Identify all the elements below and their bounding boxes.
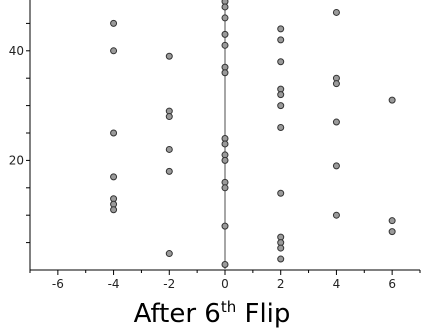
data-point [277, 102, 285, 110]
data-point [332, 162, 340, 170]
data-point [277, 124, 285, 132]
y-tick-label: 20 [9, 153, 24, 167]
data-point [332, 211, 340, 219]
chart-title-superscript: th [221, 298, 236, 316]
chart-title: After 6th Flip [134, 298, 291, 329]
data-point [332, 118, 340, 126]
chart-title-main: After 6 [134, 299, 221, 329]
data-point [277, 25, 285, 33]
x-tick-label: 4 [333, 277, 341, 291]
data-point [221, 41, 229, 49]
data-point [221, 222, 229, 230]
data-point [388, 96, 396, 104]
data-point [110, 173, 118, 181]
data-point [277, 91, 285, 99]
x-tick-label: -2 [163, 277, 175, 291]
data-point [221, 3, 229, 11]
data-point [221, 261, 229, 269]
data-point [221, 156, 229, 164]
x-tick-label: 0 [221, 277, 229, 291]
data-point [221, 69, 229, 77]
x-ticks: -6 -4 -2 0 2 4 6 [29, 270, 421, 291]
x-tick-label: -4 [108, 277, 120, 291]
x-tick-label: 6 [388, 277, 396, 291]
data-point [332, 8, 340, 16]
x-tick-label: -6 [52, 277, 64, 291]
data-point [221, 184, 229, 192]
data-point [388, 217, 396, 225]
data-points [110, 0, 396, 269]
data-point [165, 145, 173, 153]
data-point [277, 255, 285, 263]
data-point [110, 129, 118, 137]
y-tick-label: 40 [9, 44, 24, 58]
data-point [277, 58, 285, 66]
data-point [277, 189, 285, 197]
data-point [165, 113, 173, 121]
data-point [221, 140, 229, 148]
data-point [221, 14, 229, 22]
data-point [165, 52, 173, 60]
data-point [221, 30, 229, 38]
data-point [277, 36, 285, 44]
chart-title-suffix: Flip [236, 299, 290, 329]
data-point [388, 228, 396, 236]
data-point [110, 47, 118, 55]
data-point [165, 167, 173, 175]
data-point [277, 244, 285, 252]
data-point [110, 206, 118, 214]
x-tick-label: 2 [277, 277, 285, 291]
data-point [332, 80, 340, 88]
data-point [110, 19, 118, 27]
data-point [165, 250, 173, 258]
